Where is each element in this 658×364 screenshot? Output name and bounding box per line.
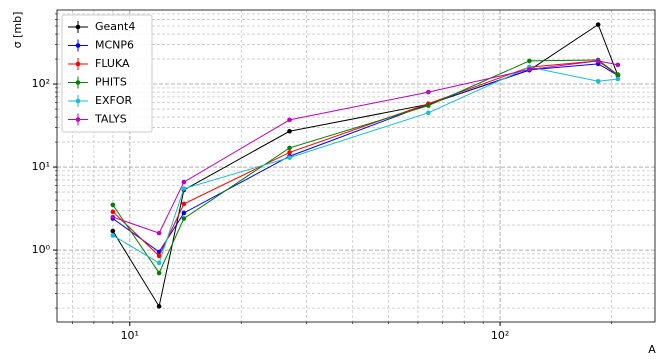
y-tick-label: 10² — [32, 77, 50, 90]
data-point — [156, 260, 162, 266]
data-point — [595, 78, 601, 84]
series-line — [112, 60, 618, 234]
data-point — [426, 110, 431, 116]
data-point — [181, 216, 187, 221]
data-point — [615, 72, 621, 77]
data-point — [110, 209, 116, 214]
series-line — [112, 60, 619, 257]
legend-label: FLUKA — [95, 57, 130, 70]
data-point — [110, 228, 116, 234]
data-point — [181, 186, 187, 191]
data-point — [287, 155, 292, 160]
data-point — [287, 128, 292, 134]
data-point — [287, 145, 292, 151]
x-tick-label: 10¹ — [121, 329, 139, 342]
data-point — [595, 22, 601, 27]
data-point — [156, 304, 162, 309]
legend-label: TALYS — [94, 113, 127, 126]
data-point — [595, 58, 601, 64]
legend-marker — [75, 98, 81, 104]
y-tick-label: 10¹ — [32, 160, 50, 173]
legend-box — [61, 14, 153, 133]
plot-frame — [56, 9, 656, 323]
data-point — [181, 201, 187, 207]
data-point — [426, 89, 431, 95]
y-tick-label: 10⁰ — [32, 243, 51, 256]
x-axis-label: A — [648, 343, 656, 356]
series-line — [112, 23, 619, 308]
series-line — [112, 66, 618, 264]
legend-marker — [75, 43, 81, 48]
data-point — [287, 117, 292, 123]
data-point — [156, 253, 162, 259]
data-point — [110, 233, 116, 238]
data-point — [156, 270, 162, 276]
data-point — [156, 230, 162, 236]
data-point — [181, 210, 187, 216]
legend-label: PHITS — [95, 76, 127, 89]
legend-label: Geant4 — [95, 20, 135, 33]
x-tick-label: 10² — [491, 329, 509, 342]
data-point — [110, 214, 116, 220]
legend-marker — [75, 117, 81, 122]
data-point — [110, 202, 116, 208]
legend-label: MCNP6 — [95, 39, 134, 52]
data-point — [527, 58, 532, 64]
data-point — [426, 103, 431, 108]
series-line — [112, 63, 619, 253]
data-point — [527, 67, 532, 72]
legend-marker — [75, 61, 81, 67]
legend-marker — [75, 24, 81, 30]
legend-label: EXFOR — [95, 94, 132, 107]
legend-marker — [75, 80, 81, 85]
y-axis-label: σ [mb] — [11, 12, 24, 49]
data-point — [615, 62, 621, 68]
data-point — [181, 179, 187, 185]
data-point — [287, 150, 292, 155]
series-line — [112, 59, 619, 274]
data-point — [615, 76, 621, 82]
